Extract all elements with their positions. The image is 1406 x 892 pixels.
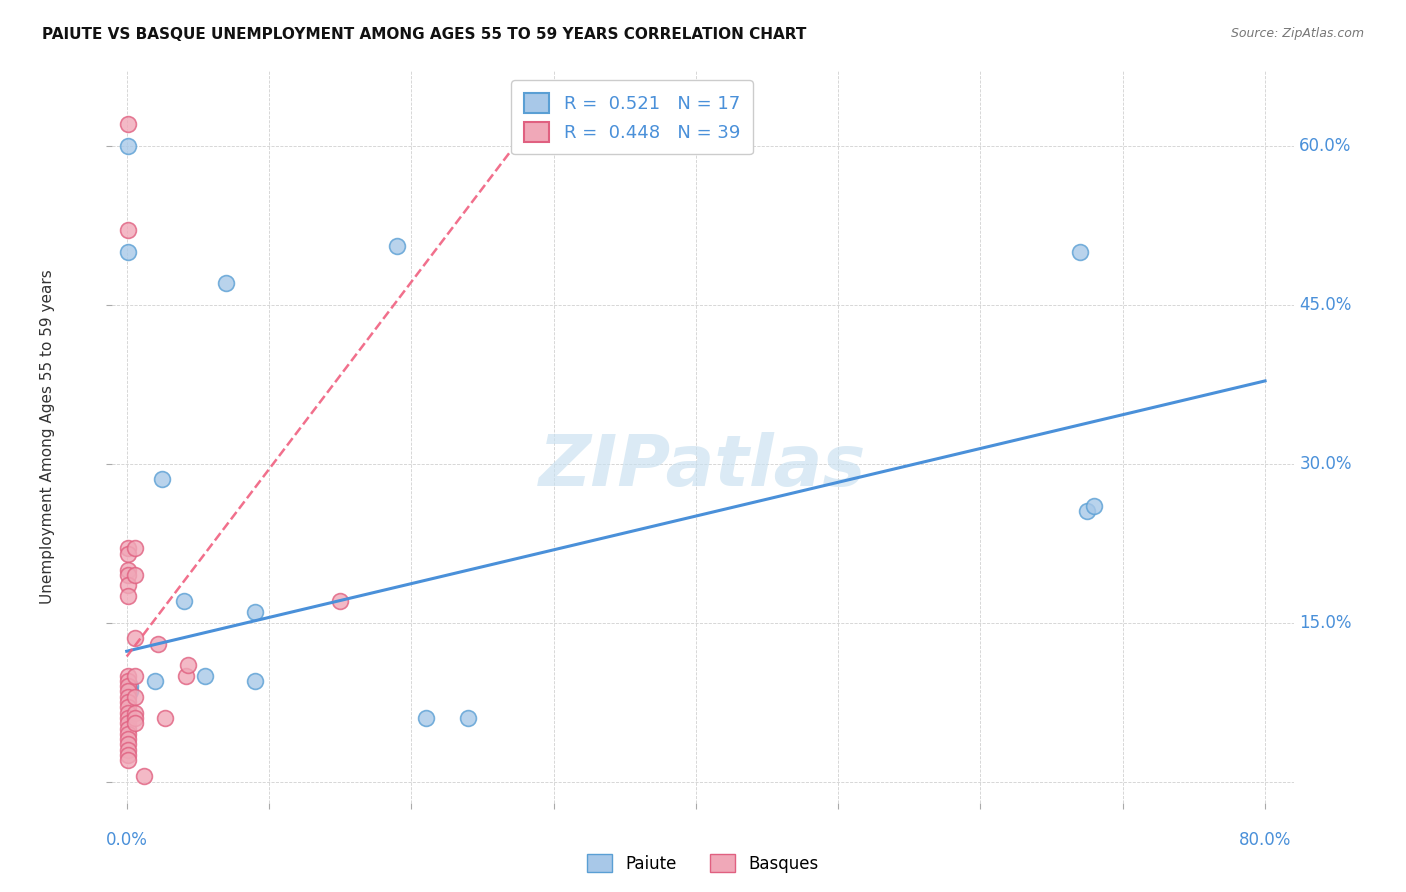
Point — [124, 690, 146, 704]
Point — [117, 578, 139, 592]
Point — [117, 732, 139, 747]
Point — [243, 605, 266, 619]
Point — [117, 753, 139, 767]
Point — [117, 541, 139, 556]
Point — [143, 673, 166, 688]
Point — [124, 706, 146, 720]
Point — [117, 743, 139, 757]
Point — [117, 748, 139, 763]
Point — [117, 738, 139, 752]
Point — [124, 668, 146, 682]
Point — [329, 594, 352, 608]
Point — [117, 673, 139, 688]
Point — [117, 223, 139, 237]
Point — [117, 722, 139, 736]
Legend: R =  0.521   N = 17, R =  0.448   N = 39: R = 0.521 N = 17, R = 0.448 N = 39 — [512, 80, 752, 154]
Text: 80.0%: 80.0% — [1239, 831, 1291, 849]
Text: Source: ZipAtlas.com: Source: ZipAtlas.com — [1230, 27, 1364, 40]
Point — [124, 541, 146, 556]
Text: 45.0%: 45.0% — [1299, 295, 1351, 314]
Text: ZIPatlas: ZIPatlas — [540, 432, 866, 500]
Point — [117, 668, 139, 682]
Point — [132, 769, 155, 783]
Point — [117, 695, 139, 709]
Point — [1083, 499, 1105, 513]
Legend: Paiute, Basques: Paiute, Basques — [581, 847, 825, 880]
Point — [176, 668, 198, 682]
Point — [117, 711, 139, 725]
Point — [117, 244, 139, 259]
Point — [117, 727, 139, 741]
Point — [153, 711, 176, 725]
Point — [415, 711, 437, 725]
Point — [117, 547, 139, 561]
Point — [117, 563, 139, 577]
Point — [243, 673, 266, 688]
Point — [117, 589, 139, 603]
Point — [146, 637, 169, 651]
Point — [124, 711, 146, 725]
Point — [117, 567, 139, 582]
Point — [117, 700, 139, 714]
Text: Unemployment Among Ages 55 to 59 years: Unemployment Among Ages 55 to 59 years — [39, 269, 55, 605]
Point — [124, 632, 146, 646]
Point — [385, 239, 408, 253]
Point — [117, 706, 139, 720]
Point — [118, 684, 141, 698]
Point — [215, 277, 238, 291]
Point — [150, 473, 173, 487]
Point — [117, 117, 139, 131]
Point — [1076, 504, 1098, 518]
Point — [124, 567, 146, 582]
Point — [194, 668, 217, 682]
Point — [117, 684, 139, 698]
Point — [117, 138, 139, 153]
Point — [117, 716, 139, 731]
Point — [117, 679, 139, 693]
Text: 60.0%: 60.0% — [1299, 136, 1351, 154]
Point — [1069, 244, 1091, 259]
Text: 15.0%: 15.0% — [1299, 614, 1351, 632]
Point — [173, 594, 195, 608]
Text: 30.0%: 30.0% — [1299, 455, 1351, 473]
Point — [124, 716, 146, 731]
Point — [117, 690, 139, 704]
Point — [457, 711, 479, 725]
Text: 0.0%: 0.0% — [105, 831, 148, 849]
Text: PAIUTE VS BASQUE UNEMPLOYMENT AMONG AGES 55 TO 59 YEARS CORRELATION CHART: PAIUTE VS BASQUE UNEMPLOYMENT AMONG AGES… — [42, 27, 807, 42]
Point — [118, 679, 141, 693]
Point — [177, 658, 200, 673]
